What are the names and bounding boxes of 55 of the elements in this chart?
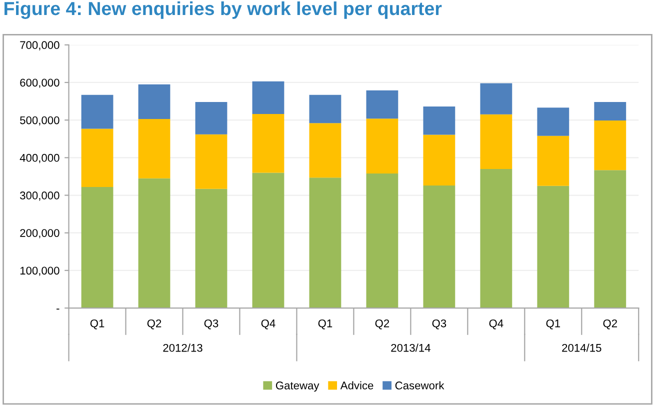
bar xyxy=(480,168,512,308)
bar xyxy=(138,178,170,308)
bar xyxy=(309,178,342,308)
bar xyxy=(423,185,456,308)
bar xyxy=(594,170,626,308)
y-tick-label: 200,000 xyxy=(20,229,60,238)
text: 2012/13 xyxy=(163,344,202,352)
bar xyxy=(81,186,114,308)
bar xyxy=(423,134,456,186)
bar xyxy=(252,114,284,173)
bar xyxy=(594,120,626,170)
bar xyxy=(309,123,342,178)
y-tick-label: 600,000 xyxy=(20,78,60,88)
x-tick-label: Q1 xyxy=(318,319,332,330)
bar xyxy=(480,114,512,169)
bar xyxy=(138,118,170,178)
text: 2013/14 xyxy=(391,344,430,352)
x-tick-label: Q4 xyxy=(489,319,504,330)
x-tick-label: Q3 xyxy=(204,319,218,330)
y-tick-label: 700,000 xyxy=(20,41,60,50)
x-tick-label: Q2 xyxy=(147,319,162,330)
bar xyxy=(195,102,228,134)
bar xyxy=(366,90,398,119)
bar xyxy=(309,94,342,124)
x-tick-label: Q2 xyxy=(375,319,390,330)
legend-label: Gateway xyxy=(276,382,320,392)
bar xyxy=(480,83,512,114)
bar xyxy=(366,118,398,174)
bar xyxy=(594,102,626,120)
x-tick-label: Q1 xyxy=(90,319,104,330)
chart-title: Figure 4: New enquiries by work level per quarter xyxy=(4,1,442,19)
y-tick-label: 100,000 xyxy=(20,266,60,276)
text: 2014/15 xyxy=(562,344,602,352)
y-tick-label: 500,000 xyxy=(20,116,60,126)
bar xyxy=(81,128,114,187)
bar xyxy=(537,108,570,136)
bar xyxy=(252,172,284,308)
bar xyxy=(81,94,114,129)
x-tick-label: Q3 xyxy=(432,319,446,330)
y-tick-label: 400,000 xyxy=(20,154,60,164)
y-tick-label: - xyxy=(56,308,60,310)
x-tick-label: Q2 xyxy=(603,319,617,330)
bar xyxy=(366,173,398,308)
bar xyxy=(423,106,456,135)
bar xyxy=(195,134,228,189)
bar xyxy=(537,186,570,308)
bar xyxy=(195,188,228,308)
legend-label: Casework xyxy=(395,381,444,390)
bar xyxy=(252,81,284,114)
legend-label: Advice xyxy=(340,381,374,390)
x-tick-label: Q4 xyxy=(261,319,276,330)
bar xyxy=(537,136,570,186)
bar xyxy=(138,84,170,119)
x-tick-label: Q1 xyxy=(546,319,560,330)
y-tick-label: 300,000 xyxy=(20,192,60,201)
